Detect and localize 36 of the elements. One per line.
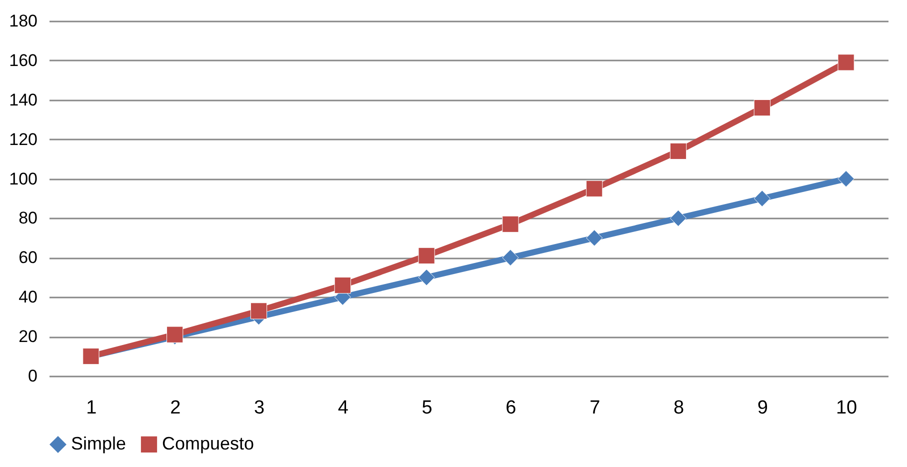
y-tick-label: 20: [18, 327, 38, 346]
y-tick-label: 120: [9, 130, 38, 149]
x-tick-label: 2: [170, 398, 181, 418]
point: [754, 99, 770, 116]
x-tick-label: 4: [338, 398, 349, 418]
point: [670, 142, 687, 160]
point: [250, 302, 268, 320]
y-tick-label: 0: [28, 366, 38, 386]
x-tick-label: 10: [836, 398, 858, 418]
x-tick-label: 3: [254, 398, 265, 418]
y-tick-label: 160: [9, 50, 38, 70]
point: [502, 249, 519, 266]
x-tick-label: 7: [590, 398, 600, 418]
y-tick-label: 140: [9, 90, 38, 110]
y-tick-label: 100: [9, 169, 38, 188]
legend-label: Simple: [71, 433, 126, 454]
y-tick-label: 40: [18, 288, 38, 307]
y-tick-label: 180: [9, 12, 38, 30]
point: [586, 230, 603, 246]
point: [334, 276, 351, 294]
point: [754, 190, 770, 207]
point: [838, 54, 854, 71]
legend-label: Compuesto: [162, 433, 254, 454]
x-tick-label: 8: [673, 398, 684, 418]
point: [502, 216, 519, 232]
point: [670, 210, 687, 227]
point: [838, 170, 854, 188]
x-tick-label: 9: [757, 398, 768, 418]
x-tick-label: 1: [86, 398, 97, 418]
y-tick-label: 60: [18, 248, 38, 268]
x-tick-label: 5: [422, 398, 432, 418]
point: [418, 269, 435, 286]
x-tick-label: 6: [506, 398, 516, 418]
y-tick-label: 80: [18, 208, 38, 228]
point: [586, 180, 603, 197]
point: [418, 247, 435, 264]
